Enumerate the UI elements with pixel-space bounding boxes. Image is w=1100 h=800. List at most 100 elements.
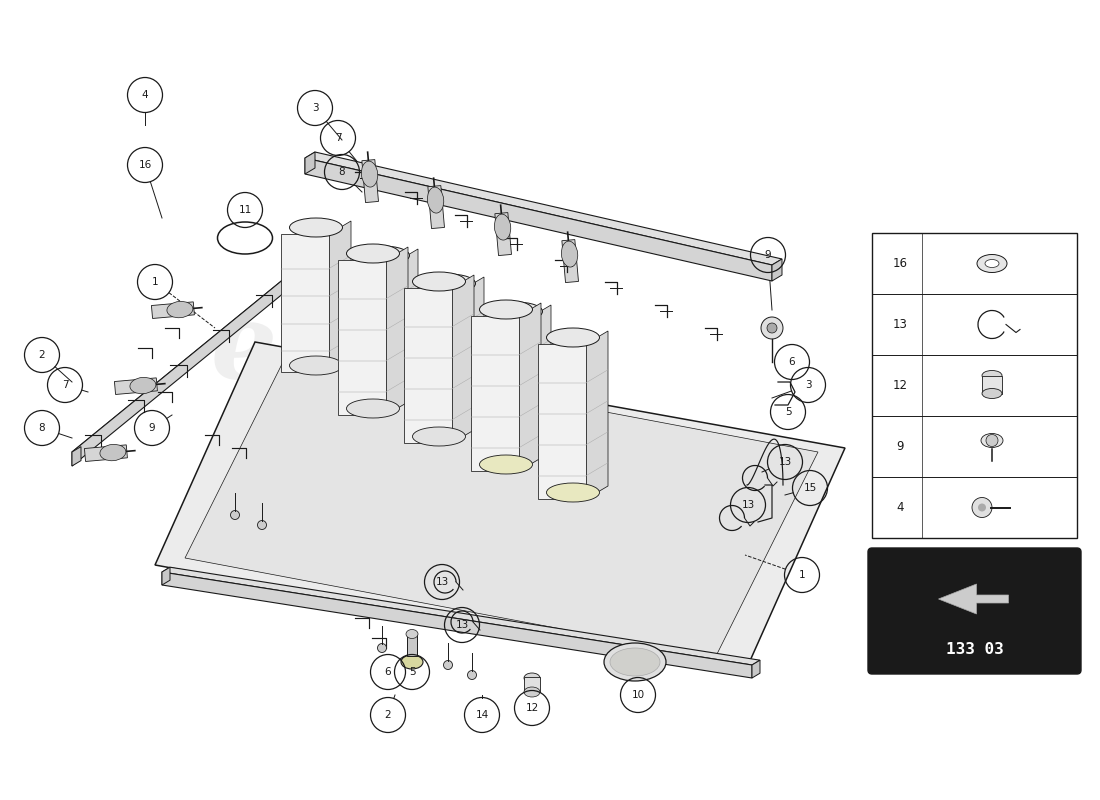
Ellipse shape [981,434,1003,447]
Ellipse shape [610,648,660,676]
Polygon shape [362,159,378,202]
Polygon shape [428,186,444,229]
Circle shape [468,670,476,679]
Text: 5: 5 [409,667,416,677]
Polygon shape [162,567,760,665]
Polygon shape [114,378,157,394]
Text: 9: 9 [896,440,904,453]
Circle shape [767,323,777,333]
Text: 7: 7 [62,380,68,390]
Text: 133 03: 133 03 [946,642,1003,658]
Bar [872,233,1077,538]
Polygon shape [938,584,1009,614]
Polygon shape [404,288,452,443]
Text: 12: 12 [892,379,907,392]
Text: 1: 1 [152,277,158,287]
Text: 3: 3 [805,380,812,390]
Text: 6: 6 [385,667,392,677]
Polygon shape [386,247,408,415]
Ellipse shape [494,214,510,240]
Text: 2: 2 [385,710,392,720]
Text: 9: 9 [764,250,771,260]
Text: 13: 13 [436,577,449,587]
Polygon shape [495,213,512,255]
Polygon shape [481,318,529,456]
Ellipse shape [480,455,532,474]
Text: 2: 2 [39,350,45,360]
Ellipse shape [362,161,377,187]
Text: ares: ares [444,405,715,515]
Polygon shape [462,277,484,428]
Ellipse shape [412,427,465,446]
Ellipse shape [100,444,125,461]
Text: 15: 15 [803,483,816,493]
Ellipse shape [346,399,399,418]
Circle shape [761,317,783,339]
Circle shape [978,503,986,511]
Polygon shape [305,152,782,265]
Text: 7: 7 [334,133,341,143]
Polygon shape [305,158,772,281]
Polygon shape [280,234,329,372]
Text: 10: 10 [631,690,645,700]
Ellipse shape [490,440,542,459]
Ellipse shape [982,389,1002,398]
Ellipse shape [402,655,424,669]
Text: 11: 11 [239,205,252,215]
Ellipse shape [130,378,156,394]
Bar [407,634,417,656]
Polygon shape [185,352,818,658]
Ellipse shape [412,272,465,291]
Polygon shape [152,302,195,318]
Polygon shape [85,445,128,462]
Text: 5: 5 [784,407,791,417]
Text: 9: 9 [148,423,155,433]
Ellipse shape [422,274,475,293]
Circle shape [443,661,452,670]
Ellipse shape [422,412,475,431]
Polygon shape [586,331,608,499]
Bar [982,375,1002,394]
Text: 13: 13 [455,620,469,630]
Text: 16: 16 [139,160,152,170]
Text: 16: 16 [892,257,907,270]
Ellipse shape [984,259,999,267]
Circle shape [257,521,266,530]
Polygon shape [471,316,519,471]
Text: 13: 13 [779,457,792,467]
Polygon shape [72,273,294,452]
Text: 14: 14 [475,710,488,720]
Ellipse shape [977,254,1007,273]
Polygon shape [562,239,579,282]
Text: 8: 8 [39,423,45,433]
Text: 3: 3 [311,103,318,113]
Ellipse shape [167,302,192,318]
Polygon shape [72,446,81,466]
Text: 6: 6 [789,357,795,367]
Text: 4: 4 [142,90,148,100]
Ellipse shape [428,187,443,213]
Polygon shape [752,660,760,678]
Text: 13: 13 [892,318,907,331]
Polygon shape [338,260,386,415]
Ellipse shape [524,687,540,697]
Text: 13: 13 [741,500,755,510]
Text: 1: 1 [799,570,805,580]
Polygon shape [162,567,170,585]
Bar [524,677,540,692]
Polygon shape [162,572,752,678]
Circle shape [986,434,998,446]
Polygon shape [305,152,315,174]
Ellipse shape [346,244,399,263]
Ellipse shape [490,302,542,321]
Ellipse shape [561,241,578,267]
Text: 12: 12 [526,703,539,713]
Text: europ: europ [210,299,550,401]
Ellipse shape [356,246,409,265]
Ellipse shape [547,328,600,347]
Ellipse shape [547,483,600,502]
Ellipse shape [406,630,418,638]
Ellipse shape [480,300,532,319]
Polygon shape [396,249,418,400]
Ellipse shape [982,370,1002,381]
